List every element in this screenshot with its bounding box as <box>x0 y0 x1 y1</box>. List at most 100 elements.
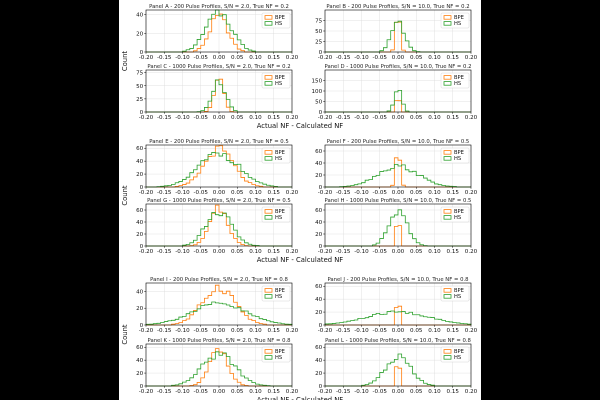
x-tick-label: 0.05 <box>410 328 423 334</box>
x-tick-label: -0.20 <box>318 249 333 255</box>
legend-label-bpe: BPE <box>454 150 464 156</box>
x-tick-label: -0.10 <box>175 190 190 196</box>
x-tick-label: -0.05 <box>194 249 209 255</box>
y-tick-label: 40 <box>315 297 323 303</box>
x-tick-label: -0.10 <box>175 328 190 334</box>
x-tick-label: -0.10 <box>354 249 369 255</box>
legend-label-hs: HS <box>275 81 282 87</box>
legend-swatch-bpe <box>264 349 273 354</box>
y-tick-label: 40 <box>136 220 144 226</box>
x-tick-label: -0.10 <box>175 115 190 121</box>
x-tick-label: -0.10 <box>354 389 369 395</box>
x-tick-label: 0.15 <box>447 328 460 334</box>
legend-swatch-hs <box>264 215 273 220</box>
x-tick-label: 0.05 <box>231 249 244 255</box>
y-tick-label: 40 <box>136 358 144 364</box>
legend-label-bpe: BPE <box>454 15 464 21</box>
panel-a: -0.20 -0.15 -0.10 -0.05 0.00 0.05 0.10 0.15 0.20… <box>136 4 299 61</box>
legend-swatch-bpe <box>443 15 452 20</box>
x-tick-label: -0.20 <box>318 328 333 334</box>
x-tick-label: -0.20 <box>318 55 333 61</box>
x-tick-label: 0.05 <box>410 190 423 196</box>
x-tick-label: -0.05 <box>373 115 388 121</box>
panel-title: Panel C - 1000 Pulse Profiles, S/N = 2.0… <box>147 64 290 70</box>
panel-j: -0.20 -0.15 -0.10 -0.05 0.00 0.05 0.10 0.15 0.20… <box>315 277 478 334</box>
y-tick-label: 60 <box>136 345 144 351</box>
x-tick-label: 0.00 <box>392 55 405 61</box>
legend-label-hs: HS <box>454 294 461 300</box>
x-tick-label: 0.20 <box>286 190 299 196</box>
x-tick-label: 0.00 <box>392 190 405 196</box>
panel-title: Panel H - 1000 Pulse Profiles, S/N = 10.… <box>325 198 472 204</box>
hs-histogram <box>325 163 471 188</box>
x-tick-label: 0.05 <box>231 328 244 334</box>
legend-box <box>261 206 291 223</box>
x-tick-label: 0.00 <box>213 115 226 121</box>
legend-box <box>440 72 470 89</box>
y-tick-label: 25 <box>315 40 323 46</box>
x-tick-label: 0.15 <box>447 190 460 196</box>
legend-swatch-hs <box>443 215 452 220</box>
y-tick-label: 20 <box>136 31 144 37</box>
legend-box <box>440 147 470 164</box>
x-tick-label: 0.10 <box>428 389 441 395</box>
y-tick-label: 50 <box>315 29 323 35</box>
legend-label-hs: HS <box>275 21 282 27</box>
y-tick-label: 0 <box>140 185 144 191</box>
y-tick-label: 60 <box>315 149 323 155</box>
y-tick-label: 50 <box>136 84 144 90</box>
x-axis-label: Actual NF - Calculated NF <box>257 122 344 130</box>
panel-title: Panel F - 200 Pulse Profiles, S/N = 10.0… <box>327 139 470 145</box>
hs-histogram <box>324 310 472 325</box>
panel-g: -0.20 -0.15 -0.10 -0.05 0.00 0.05 0.10 0.15 0.20… <box>136 198 299 255</box>
legend-swatch-hs <box>443 156 452 161</box>
y-tick-label: 0 <box>319 50 323 56</box>
legend-swatch-bpe <box>443 150 452 155</box>
x-tick-label: -0.10 <box>175 389 190 395</box>
legend-label-hs: HS <box>275 355 282 361</box>
legend-label-hs: HS <box>275 294 282 300</box>
x-tick-label: 0.15 <box>447 55 460 61</box>
legend-box <box>440 285 470 302</box>
x-tick-label: 0.10 <box>249 389 262 395</box>
legend-box <box>261 346 291 363</box>
legend-swatch-hs <box>264 294 273 299</box>
x-tick-label: 0.15 <box>447 389 460 395</box>
x-tick-label: 0.05 <box>410 115 423 121</box>
x-tick-label: 0.10 <box>428 249 441 255</box>
x-tick-label: -0.15 <box>157 115 172 121</box>
x-tick-label: -0.20 <box>139 249 154 255</box>
x-tick-label: 0.05 <box>410 389 423 395</box>
x-axis-label: Actual NF - Calculated NF <box>257 396 344 400</box>
x-tick-label: 0.10 <box>249 249 262 255</box>
x-tick-label: 0.00 <box>213 55 226 61</box>
x-tick-label: -0.20 <box>139 190 154 196</box>
y-tick-label: 20 <box>315 232 323 238</box>
legend-box <box>261 147 291 164</box>
legend-label-hs: HS <box>275 215 282 221</box>
y-tick-label: 20 <box>315 310 323 316</box>
legend-swatch-bpe <box>443 75 452 80</box>
x-tick-label: -0.20 <box>139 389 154 395</box>
bpe-histogram <box>146 284 292 326</box>
legend-swatch-hs <box>443 294 452 299</box>
panel-title: Panel D - 1000 Pulse Profiles, S/N = 10.… <box>325 64 472 70</box>
x-tick-label: 0.15 <box>447 115 460 121</box>
hs-histogram <box>145 301 293 325</box>
y-tick-label: 25 <box>136 97 144 103</box>
y-axis-label: Count <box>121 185 129 206</box>
y-tick-label: 0 <box>319 384 323 390</box>
y-axis-label: Count <box>121 324 129 345</box>
x-tick-label: -0.05 <box>373 389 388 395</box>
y-tick-label: 50 <box>315 100 323 106</box>
panel-title: Panel J - 200 Pulse Profiles, S/N = 10.0… <box>327 277 469 283</box>
x-tick-label: -0.15 <box>157 249 172 255</box>
panel-title: Panel E - 200 Pulse Profiles, S/N = 2.0,… <box>149 139 289 145</box>
x-tick-label: 0.05 <box>231 389 244 395</box>
x-tick-label: 0.15 <box>268 55 281 61</box>
panel-d: -0.20 -0.15 -0.10 -0.05 0.00 0.05 0.10 0.15 0.20… <box>312 64 478 121</box>
x-tick-label: -0.05 <box>373 328 388 334</box>
y-tick-label: 60 <box>136 146 144 152</box>
x-tick-label: 0.20 <box>465 328 478 334</box>
panel-c: -0.20 -0.15 -0.10 -0.05 0.00 0.05 0.10 0.15 0.20… <box>136 64 299 121</box>
